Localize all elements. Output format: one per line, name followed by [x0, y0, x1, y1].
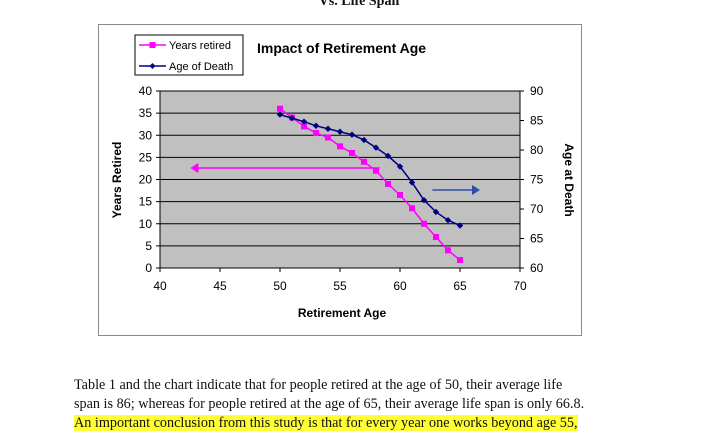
point-age-of-death-58	[372, 144, 380, 151]
y-left-tick-label-5: 5	[145, 239, 152, 253]
x-tick-label-65: 65	[453, 279, 467, 293]
legend-marker-age-of-death	[149, 63, 156, 69]
point-years-retired-54	[325, 134, 331, 141]
series	[276, 105, 464, 264]
chart-frame: 40 45 50 55 60 65 70 0 5 10 15 20 25 30 35 40 60 65 70 75 80…	[98, 24, 582, 336]
point-years-retired-65	[457, 257, 463, 264]
axes	[156, 90, 524, 272]
x-tick-label-40: 40	[153, 279, 167, 293]
y-left-tick-label-20: 20	[139, 173, 153, 187]
point-years-retired-60	[397, 191, 403, 198]
point-age-of-death-57	[360, 136, 368, 144]
y-left-tick-label-40: 40	[139, 84, 153, 98]
x-tick-label-70: 70	[513, 279, 527, 293]
chart-title: Impact of Retirement Age	[257, 40, 426, 56]
y-left-tick-label-10: 10	[139, 217, 153, 231]
point-age-of-death-59	[384, 152, 392, 160]
x-tick-label-60: 60	[393, 279, 407, 293]
y-axis-label-right: Age at Death	[562, 143, 576, 216]
y-right-tick-label-80: 80	[530, 143, 544, 157]
point-years-retired-52	[301, 123, 307, 130]
point-age-of-death-55	[336, 128, 344, 135]
legend-label-years-retired: Years retired	[169, 40, 231, 52]
y-right-tick-label-90: 90	[530, 84, 544, 98]
x-tick-label-55: 55	[333, 279, 347, 293]
y-right-tick-label-70: 70	[530, 202, 544, 216]
y-left-tick-label-0: 0	[145, 261, 152, 275]
tick-labels: 40 45 50 55 60 65 70 0 5 10 15 20 25 30 35 40 60 65 70 75 80…	[139, 84, 544, 293]
point-years-retired-50	[277, 105, 283, 112]
legend: Years retired Age of Death	[134, 34, 244, 76]
y-left-tick-label-35: 35	[139, 106, 153, 120]
point-years-retired-57	[361, 158, 367, 165]
point-age-of-death-61	[408, 179, 416, 186]
point-age-of-death-50	[276, 111, 284, 118]
x-axis-label: Retirement Age	[298, 306, 387, 320]
point-years-retired-62	[421, 220, 427, 227]
point-age-of-death-51	[288, 114, 296, 122]
x-tick-label-50: 50	[273, 279, 287, 293]
point-years-retired-59	[385, 180, 391, 187]
point-age-of-death-65	[456, 222, 464, 229]
point-age-of-death-52	[300, 118, 308, 125]
point-age-of-death-54	[324, 125, 332, 132]
point-age-of-death-56	[348, 131, 356, 138]
paragraph-line-3-highlighted: An important conclusion from this study …	[74, 415, 578, 431]
point-years-retired-53	[313, 130, 319, 137]
point-years-retired-61	[409, 205, 415, 212]
paragraph-line-1: Table 1 and the chart indicate that for …	[74, 377, 563, 393]
point-age-of-death-60	[396, 163, 404, 170]
legend-marker-years-retired	[149, 42, 156, 48]
y-right-tick-label-65: 65	[530, 232, 544, 246]
point-age-of-death-53	[312, 122, 320, 130]
point-years-retired-55	[337, 143, 343, 150]
point-years-retired-63	[433, 234, 439, 241]
y-left-tick-label-30: 30	[139, 128, 153, 142]
y-axis-label-left: Years Retired	[110, 142, 124, 219]
series-line-years-retired	[279, 108, 461, 261]
paragraph-line-2: span is 86; whereas for people retired a…	[74, 396, 585, 412]
legend-label-age-of-death: Age of Death	[169, 61, 233, 73]
series-line-age-of-death	[279, 113, 461, 227]
arrow-left-head	[190, 163, 199, 173]
y-right-tick-label-85: 85	[530, 114, 544, 128]
y-left-tick-label-15: 15	[139, 195, 153, 209]
point-years-retired-64	[445, 247, 451, 254]
point-years-retired-58	[373, 167, 379, 174]
annotations	[190, 163, 480, 195]
y-left-tick-label-25: 25	[139, 150, 153, 164]
gridlines	[160, 90, 520, 247]
x-tick-label-45: 45	[213, 279, 227, 293]
y-right-tick-label-60: 60	[530, 261, 544, 275]
page-title: Vs. Life Span	[318, 0, 400, 9]
arrow-right-head	[472, 185, 480, 195]
point-age-of-death-63	[432, 208, 440, 216]
point-age-of-death-62	[420, 196, 428, 204]
point-years-retired-56	[349, 149, 355, 156]
point-age-of-death-64	[444, 217, 452, 224]
body-paragraph: Table 1 and the chart indicate that for …	[74, 376, 674, 433]
y-right-tick-label-75: 75	[530, 173, 544, 187]
line-chart: 40 45 50 55 60 65 70 0 5 10 15 20 25 30 35 40 60 65 70 75 80…	[110, 34, 576, 320]
